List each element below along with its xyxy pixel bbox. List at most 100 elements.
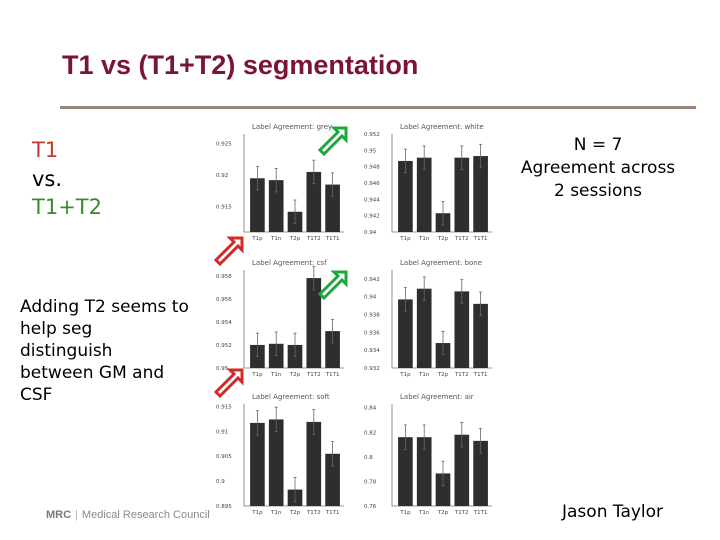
- sample-info: N = 7 Agreement across 2 sessions: [500, 134, 696, 203]
- y-tick-label: 0.954: [216, 320, 232, 326]
- y-tick-label: 0.942: [364, 214, 380, 220]
- x-tick-label: T2p: [289, 236, 301, 242]
- y-tick-label: 0.8: [364, 455, 373, 461]
- x-tick-label: T1T1: [325, 510, 340, 516]
- y-tick-label: 0.92: [216, 173, 228, 179]
- x-tick-label: T1T1: [325, 372, 340, 378]
- chart-title: Label Agreement: grey: [252, 123, 332, 131]
- y-tick-label: 0.94: [364, 230, 377, 236]
- y-tick-label: 0.942: [364, 277, 380, 283]
- author-name: Jason Taylor: [562, 502, 664, 522]
- x-tick-label: T1T1: [473, 236, 488, 242]
- x-tick-label: T1T2: [306, 510, 321, 516]
- x-tick-label: T1n: [270, 236, 282, 242]
- title-divider: [60, 106, 696, 109]
- bar: [268, 180, 284, 232]
- logo-separator: |: [75, 509, 78, 521]
- mrc-logo: MRC | Medical Research Council: [46, 509, 210, 521]
- y-tick-label: 0.915: [216, 404, 232, 410]
- x-tick-label: T2p: [437, 510, 449, 516]
- green-arrow-csf-icon: [318, 270, 348, 301]
- bar: [250, 178, 265, 232]
- chart-soft: Label Agreement: soft 0.915 0.91 0.905 0.9 0.…: [216, 393, 344, 516]
- y-tick-label: 0.94: [364, 295, 377, 301]
- x-tick-label: T1T2: [454, 236, 469, 242]
- x-tick-label: T1p: [399, 236, 411, 242]
- bar: [416, 157, 432, 232]
- chart-title: Label Agreement: soft: [252, 393, 330, 401]
- slide-title: T1 vs (T1+T2) segmentation: [62, 50, 419, 80]
- y-tick-label: 0.91: [216, 429, 228, 435]
- y-tick-label: 0.76: [364, 504, 377, 510]
- chart-title: Label Agreement: bone: [400, 259, 482, 267]
- agreement-line-2: 2 sessions: [553, 181, 642, 201]
- x-tick-label: T2p: [289, 372, 301, 378]
- x-tick-label: T1p: [251, 236, 263, 242]
- x-tick-label: T2p: [437, 236, 449, 242]
- x-tick-label: T1T1: [473, 372, 488, 378]
- bar: [325, 331, 340, 368]
- y-tick-label: 0.78: [364, 479, 377, 485]
- chart-csf: Label Agreement: csf 0.958 0.956 0.954 0.952…: [216, 259, 344, 378]
- sample-size: N = 7: [573, 135, 623, 155]
- logo-mrc: MRC: [46, 509, 72, 521]
- x-tick-label: T1T1: [473, 510, 488, 516]
- x-tick-label: T1T2: [306, 372, 321, 378]
- y-tick-label: 0.932: [364, 366, 380, 372]
- x-tick-label: T2p: [289, 510, 301, 516]
- chart-title: Label Agreement: white: [400, 123, 484, 131]
- x-tick-label: T1T2: [454, 510, 469, 516]
- y-tick-label: 0.948: [364, 165, 380, 171]
- bar: [325, 184, 340, 232]
- bar: [473, 156, 488, 232]
- logo-text: Medical Research Council: [81, 509, 210, 521]
- y-tick-label: 0.944: [364, 197, 380, 203]
- y-tick-label: 0.95: [216, 366, 229, 372]
- y-tick-label: 0.952: [364, 132, 380, 138]
- bar: [454, 434, 470, 506]
- x-tick-label: T1T2: [306, 236, 321, 242]
- bar: [473, 440, 488, 506]
- x-tick-label: T1n: [418, 372, 430, 378]
- bar: [435, 473, 451, 506]
- bar: [306, 421, 322, 506]
- bar: [398, 160, 413, 232]
- x-tick-label: T1p: [399, 510, 411, 516]
- x-tick-label: T2p: [437, 372, 449, 378]
- bar: [416, 288, 432, 368]
- bar: [325, 453, 340, 506]
- y-tick-label: 0.82: [364, 430, 376, 436]
- x-tick-label: T1n: [270, 372, 282, 378]
- bar: [306, 171, 322, 232]
- bar: [250, 422, 265, 506]
- bar: [398, 299, 413, 368]
- label-t1-t2: T1+T2: [32, 195, 102, 219]
- chart-title: Label Agreement: csf: [252, 259, 327, 267]
- chart-white: Label Agreement: white 0.952 0.95 0.948 0.94…: [364, 123, 492, 242]
- chart-bone: Label Agreement: bone 0.942 0.94 0.938 0.936…: [364, 259, 492, 378]
- y-tick-label: 0.936: [364, 330, 380, 336]
- y-tick-label: 0.84: [364, 406, 377, 412]
- label-vs: vs.: [32, 167, 63, 191]
- x-tick-label: T1n: [270, 510, 282, 516]
- y-tick-label: 0.925: [216, 141, 232, 147]
- red-arrow-soft-icon: [214, 368, 244, 399]
- x-tick-label: T1n: [418, 510, 430, 516]
- red-arrow-csf-icon: [214, 236, 244, 267]
- x-tick-label: T1p: [399, 372, 411, 378]
- green-arrow-grey-icon: [318, 126, 348, 157]
- chart-air: Label Agreement: air 0.84 0.82 0.8 0.78 0.76 T…: [364, 393, 492, 516]
- adding-t2-note: Adding T2 seems to help seg distinguish …: [20, 297, 189, 405]
- chart-grey: Label Agreement: grey 0.925 0.92 0.915 T1p T1…: [216, 123, 344, 242]
- y-tick-label: 0.95: [364, 148, 377, 154]
- bar: [454, 157, 470, 232]
- x-tick-label: T1T2: [454, 372, 469, 378]
- bar: [435, 343, 451, 368]
- label-t1: T1: [32, 138, 59, 162]
- y-tick-label: 0.905: [216, 454, 232, 460]
- chart-title: Label Agreement: air: [400, 393, 474, 401]
- y-tick-label: 0.934: [364, 348, 380, 354]
- y-tick-label: 0.956: [216, 297, 232, 303]
- bar: [473, 303, 488, 368]
- y-tick-label: 0.946: [364, 181, 380, 187]
